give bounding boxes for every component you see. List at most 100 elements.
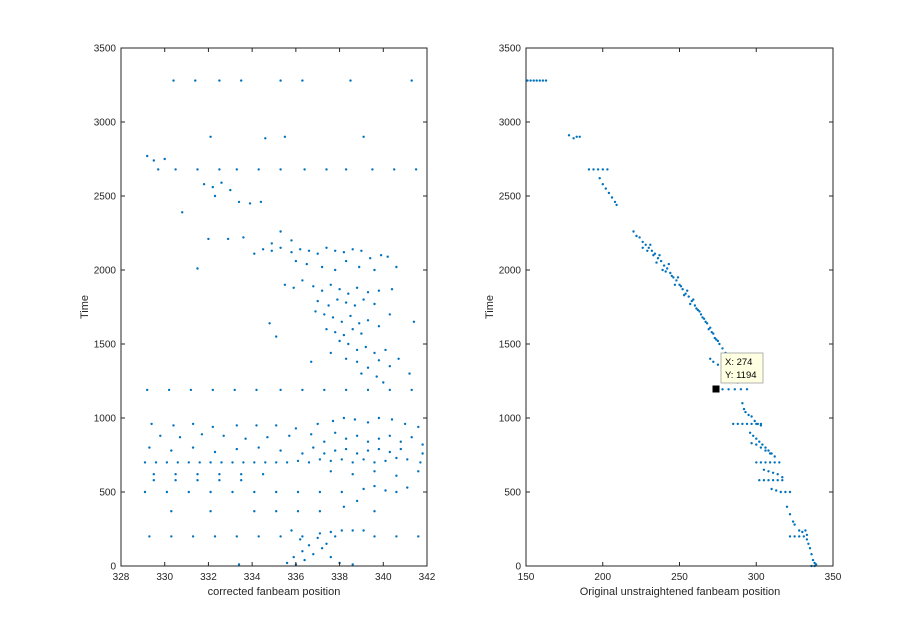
left-data-point	[340, 490, 343, 494]
right-data-point	[646, 249, 649, 252]
left-data-point	[351, 328, 354, 331]
right-data-point	[793, 523, 796, 526]
left-data-point	[344, 357, 348, 360]
left-data-point	[369, 257, 372, 260]
left-data-point	[279, 535, 282, 538]
right-data-point	[791, 520, 795, 523]
right-data-point	[804, 529, 807, 532]
left-data-point	[191, 422, 195, 426]
left-data-point	[196, 473, 199, 476]
left-data-point	[240, 479, 243, 482]
data-tip-y-label: Y: 1194	[725, 370, 757, 381]
right-data-point	[781, 479, 784, 482]
left-data-point	[152, 473, 155, 476]
left-data-point	[316, 536, 319, 540]
left-data-point	[390, 288, 394, 291]
right-scatter-axes[interactable]: 150 200 250 300 3500500100015002000250030003…	[484, 44, 842, 599]
right-data-point	[755, 422, 758, 426]
right-data-point	[753, 419, 756, 423]
right-data-point	[704, 320, 707, 323]
right-data-point	[615, 203, 618, 207]
right-data-point	[689, 302, 692, 306]
left-data-point	[384, 348, 387, 352]
left-data-point	[237, 200, 241, 204]
left-data-point	[292, 286, 295, 289]
left-data-point	[355, 452, 359, 455]
left-data-point	[353, 304, 357, 307]
left-data-point	[408, 372, 411, 375]
right-data-point	[664, 270, 667, 273]
left-data-point	[393, 168, 396, 171]
left-data-point	[397, 357, 400, 360]
left-data-point	[417, 425, 420, 429]
left-data-point	[325, 542, 328, 545]
left-data-point	[377, 416, 381, 420]
left-data-point	[344, 437, 348, 440]
right-data-point	[532, 79, 535, 82]
data-tip-marker[interactable]	[712, 385, 720, 393]
right-data-point	[686, 289, 689, 292]
right-data-point	[762, 479, 766, 482]
right-data-point	[709, 326, 712, 329]
right-data-point	[721, 347, 724, 350]
right-data-point	[526, 79, 529, 82]
right-x-tick-label: 250	[671, 572, 688, 583]
right-y-tick-label: 3500	[499, 44, 522, 55]
left-data-point	[360, 249, 363, 252]
left-data-point	[191, 535, 195, 538]
right-data-point	[604, 187, 607, 190]
left-data-point	[312, 446, 315, 449]
left-data-point	[340, 320, 343, 323]
right-data-point	[712, 332, 715, 335]
left-data-point	[334, 449, 337, 452]
right-data-point	[672, 276, 675, 279]
right-data-point	[807, 542, 810, 545]
right-data-point	[632, 230, 635, 233]
left-data-point	[338, 288, 341, 291]
left-data-point	[178, 436, 182, 439]
right-data-point	[755, 443, 758, 446]
left-data-point	[257, 535, 260, 538]
left-data-point	[329, 459, 332, 463]
left-data-point	[222, 434, 225, 437]
right-data-point	[805, 538, 809, 541]
left-data-point	[329, 470, 332, 473]
left-data-point	[148, 535, 151, 538]
left-data-point	[211, 425, 214, 429]
right-axes-background	[526, 48, 833, 566]
right-data-point	[750, 415, 753, 418]
left-data-point	[235, 424, 238, 427]
right-x-tick-label: 200	[594, 572, 611, 583]
left-data-point	[294, 259, 298, 263]
right-data-point	[544, 79, 548, 82]
left-data-point	[320, 547, 324, 550]
right-x-axis-label: Original unstraightened fanbeam position	[580, 586, 781, 598]
left-data-point	[323, 313, 326, 316]
left-data-point	[261, 473, 265, 476]
left-data-point	[395, 490, 398, 494]
left-scatter-axes[interactable]: 328 330 332 334 336 338 340 342 0 500 1000 1500 2000…	[79, 44, 436, 599]
left-data-point	[373, 510, 376, 513]
left-data-point	[329, 283, 332, 286]
right-data-point	[767, 449, 770, 452]
right-data-point	[750, 442, 753, 445]
left-data-point	[351, 563, 354, 566]
left-data-point	[163, 157, 166, 161]
data-tip[interactable]: X: 274 Y: 1194	[712, 352, 764, 393]
left-data-point	[299, 248, 302, 251]
left-data-point	[229, 188, 232, 192]
left-data-point	[421, 452, 424, 455]
right-data-point	[641, 246, 644, 249]
left-data-point	[257, 446, 260, 449]
left-data-point	[255, 388, 258, 392]
right-data-point	[776, 479, 779, 482]
left-data-point	[165, 461, 169, 464]
left-data-point	[187, 490, 190, 494]
left-data-point	[342, 505, 346, 508]
right-data-point	[808, 547, 812, 550]
right-data-point	[716, 339, 720, 343]
left-data-point	[301, 279, 304, 282]
left-data-point	[395, 535, 398, 538]
left-data-point	[388, 388, 391, 392]
left-data-point	[344, 447, 348, 451]
